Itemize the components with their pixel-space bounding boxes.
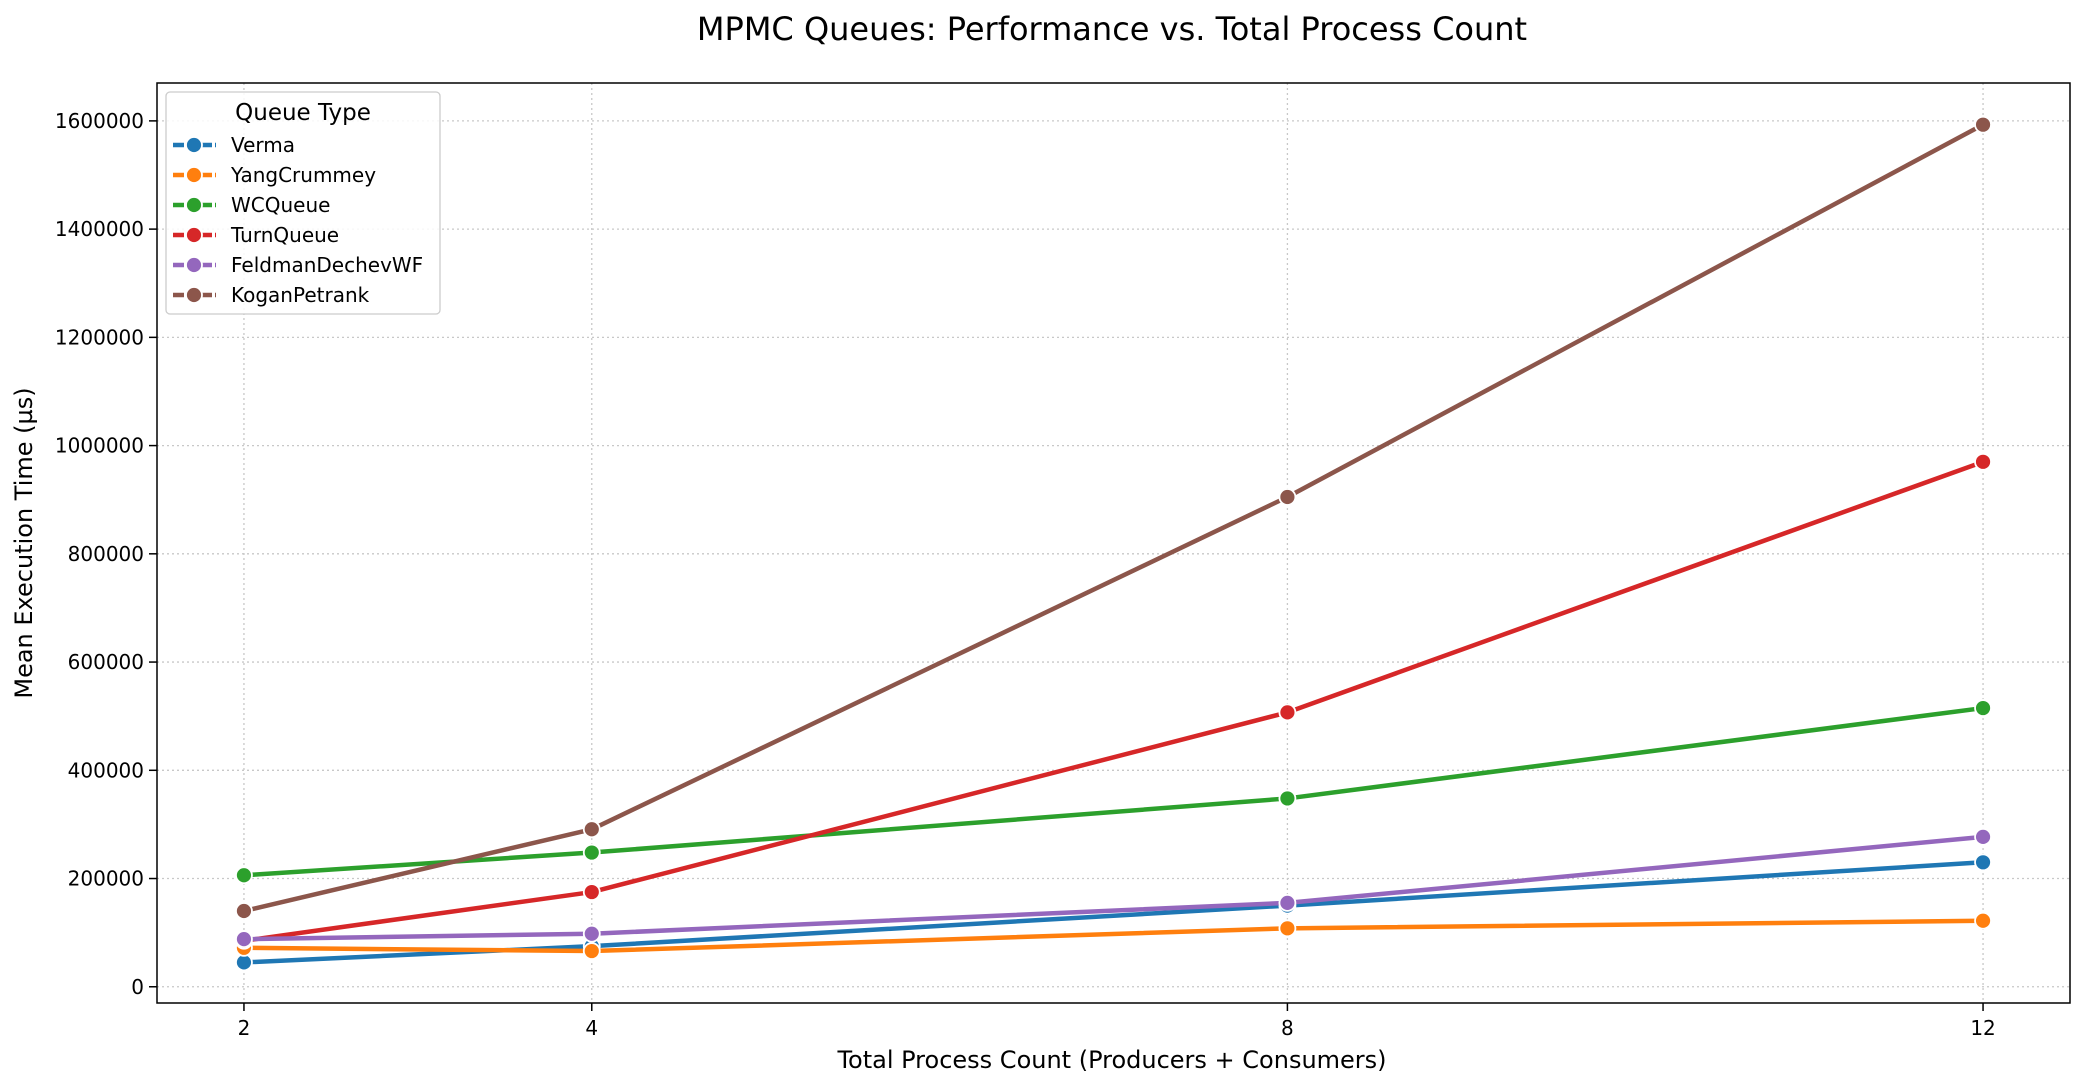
legend-label: YangCrummey (230, 163, 376, 187)
legend-marker (185, 166, 203, 184)
data-point (1974, 853, 1992, 872)
data-point (582, 942, 601, 960)
y-tick-label: 400000 (68, 758, 144, 782)
y-tick-label: 0 (131, 975, 144, 999)
data-point (1278, 488, 1297, 506)
x-axis: 2 4 8 12 (238, 1003, 1996, 1040)
data-point (1278, 789, 1297, 808)
legend-marker (185, 136, 203, 154)
series-FeldmanDechevWF (235, 827, 1992, 949)
data-point (1974, 115, 1992, 134)
x-tick-label: 8 (1281, 1016, 1294, 1040)
legend-label: FeldmanDechevWF (231, 253, 423, 277)
x-tick-label: 4 (585, 1016, 598, 1040)
legend-label: WCQueue (231, 193, 330, 217)
series-line (241, 834, 1986, 942)
legend-marker (185, 226, 203, 244)
y-axis: 0 200000 400000 600000 800000 1000000 1200000 1… (55, 109, 157, 999)
legend-label: KoganPetrank (231, 283, 370, 307)
legend-item: WCQueue (173, 193, 330, 217)
x-axis-label: Total Process Count (Producers + Consume… (836, 1046, 1386, 1074)
y-tick-label: 600000 (68, 650, 144, 674)
legend-item: KoganPetrank (173, 283, 370, 307)
data-point (582, 820, 601, 839)
series-WCQueue (235, 699, 1992, 885)
data-point (1974, 827, 1992, 846)
legend-item: TurnQueue (173, 223, 339, 247)
x-tick-label: 12 (1970, 1016, 1995, 1040)
series-TurnQueue (235, 452, 1992, 950)
series-line (241, 705, 1986, 878)
y-tick-label: 1200000 (55, 325, 144, 349)
data-point (582, 843, 601, 862)
y-tick-label: 1400000 (55, 217, 144, 241)
legend-item: YangCrummey (173, 163, 376, 187)
data-point (1974, 911, 1992, 930)
data-point (1974, 699, 1992, 717)
y-tick-label: 1000000 (55, 434, 144, 458)
data-point (582, 924, 601, 943)
legend-title: Queue Type (235, 100, 371, 126)
plot-frame (156, 82, 2071, 1004)
series-line (241, 860, 1986, 965)
y-tick-label: 1600000 (55, 109, 144, 133)
y-tick-label: 800000 (68, 542, 144, 566)
x-tick-label: 2 (238, 1016, 251, 1040)
legend-box (165, 91, 441, 315)
series-line (241, 918, 1986, 954)
grid (157, 83, 2070, 1003)
data-point (1278, 703, 1297, 722)
legend-marker (185, 256, 203, 274)
series-KoganPetrank (235, 115, 1992, 920)
legend-label: Verma (231, 133, 295, 157)
data-point (1278, 893, 1297, 912)
y-axis-label: Mean Execution Time (µs) (10, 387, 38, 698)
series-YangCrummey (235, 911, 1992, 960)
data-point (235, 953, 253, 972)
legend-items: Verma YangCrummey WCQueue TurnQueue FeldmanD… (173, 133, 423, 307)
legend: Queue Type Verma YangCrummey WCQueue TurnQu… (165, 91, 441, 315)
series-line (241, 459, 1986, 944)
legend-marker (185, 286, 203, 304)
data-point (582, 883, 601, 901)
data-point (235, 930, 253, 949)
legend-label: TurnQueue (230, 223, 339, 247)
series-line (241, 122, 1986, 914)
legend-item: Verma (173, 133, 295, 157)
data-point (1974, 452, 1992, 471)
y-tick-label: 200000 (68, 867, 144, 891)
chart-title: MPMC Queues: Performance vs. Total Proce… (697, 10, 1527, 48)
data-point (1278, 919, 1297, 938)
legend-marker (185, 196, 203, 214)
data-point (235, 902, 253, 920)
data-point (235, 866, 253, 885)
legend-item: FeldmanDechevWF (173, 253, 423, 277)
series-layer (235, 115, 1992, 972)
